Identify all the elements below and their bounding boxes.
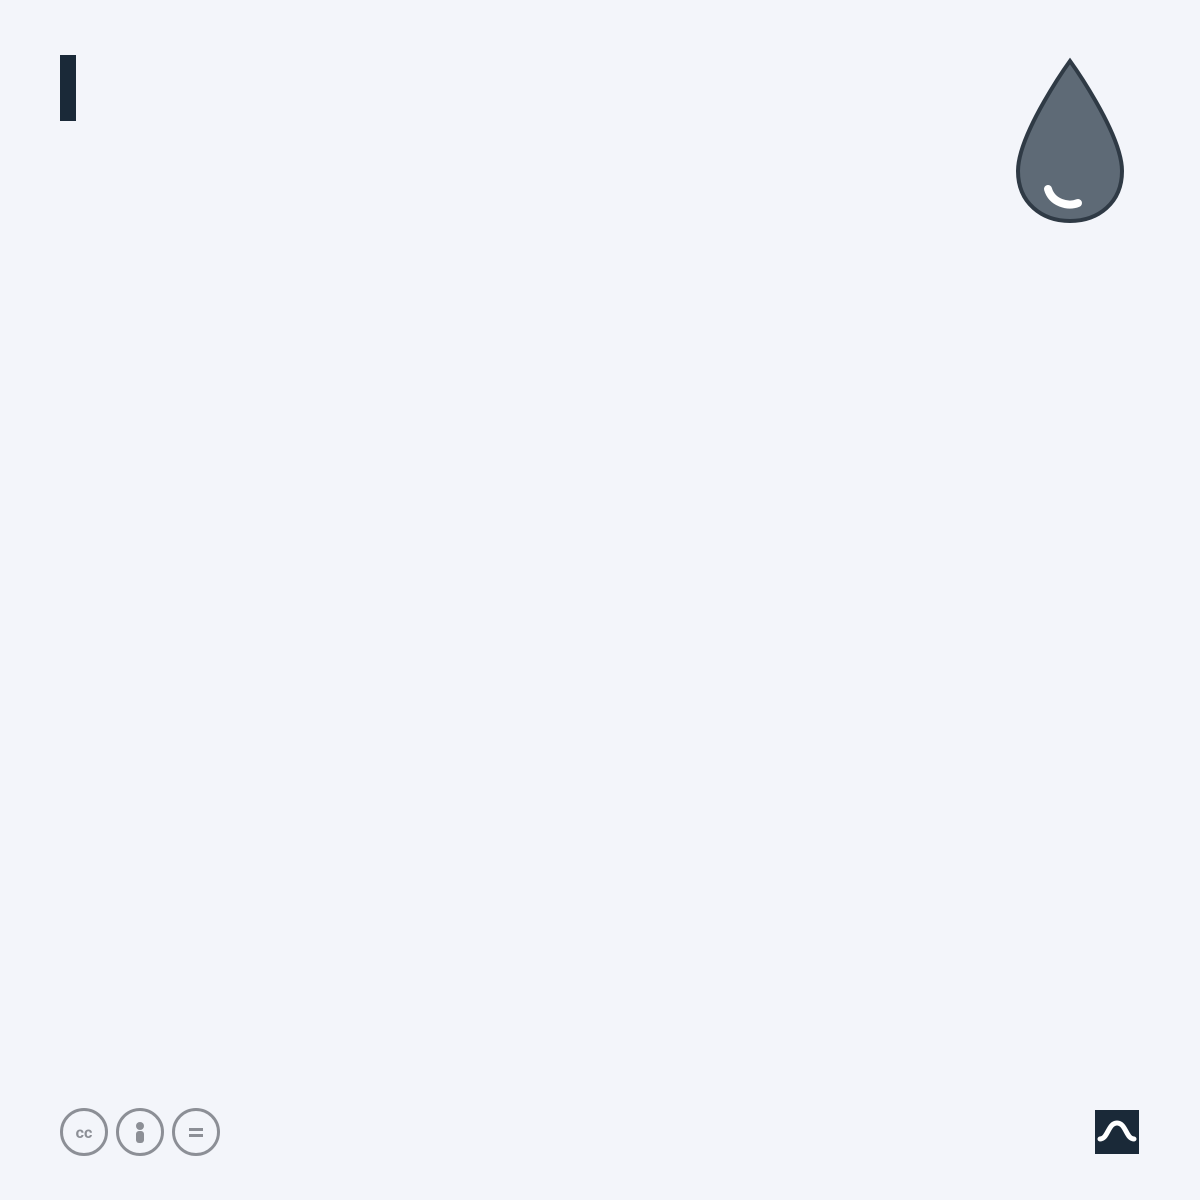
svg-text:cc: cc (76, 1123, 93, 1142)
chart-title (104, 55, 1140, 113)
attribution-icon (116, 1108, 164, 1156)
line-chart (60, 165, 1140, 905)
statista-logo (1086, 1109, 1140, 1155)
title-block (104, 55, 1140, 127)
cc-icon: cc (60, 1108, 108, 1156)
chart-area (60, 165, 1140, 905)
title-accent-bar (60, 55, 76, 121)
no-derivatives-icon (172, 1108, 220, 1156)
footer: cc (60, 1108, 1140, 1156)
statista-mark-icon (1094, 1109, 1140, 1155)
header (60, 55, 1140, 127)
infographic-container: cc (0, 0, 1200, 1200)
license-icons: cc (60, 1108, 220, 1156)
